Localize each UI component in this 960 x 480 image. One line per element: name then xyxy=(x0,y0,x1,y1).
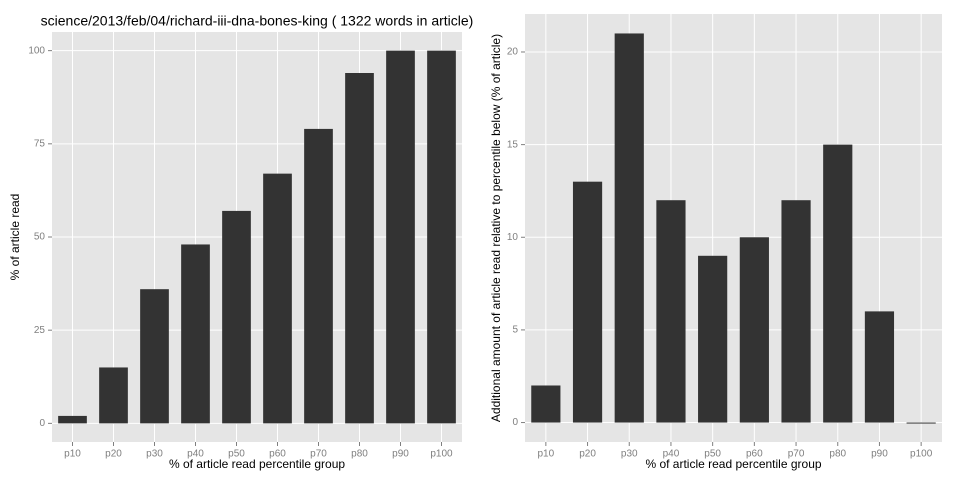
x-tick-label: p90 xyxy=(392,449,409,460)
x-tick-label: p30 xyxy=(621,449,638,460)
x-axis-title: % of article read percentile group xyxy=(169,457,345,471)
x-tick-label: p90 xyxy=(871,449,888,460)
bar xyxy=(58,415,87,424)
x-tick-label: p30 xyxy=(146,449,163,460)
y-axis-title: Additional amount of article read relati… xyxy=(489,34,503,422)
chart-title: science/2013/feb/04/richard-iii-dna-bone… xyxy=(41,13,474,29)
x-tick-label: p40 xyxy=(663,449,680,460)
x-tick-label: p40 xyxy=(187,449,204,460)
x-tick-label: p20 xyxy=(579,449,596,460)
y-tick-label: 100 xyxy=(28,45,45,56)
bar xyxy=(99,367,128,424)
bar xyxy=(222,210,251,424)
bar xyxy=(263,173,292,424)
bar xyxy=(140,289,169,424)
y-tick-label: 15 xyxy=(507,139,519,150)
y-tick-label: 25 xyxy=(34,325,46,336)
y-axis-title: % of article read xyxy=(8,194,22,281)
x-tick-label: p10 xyxy=(64,449,81,460)
bar xyxy=(427,50,456,424)
y-tick-label: 5 xyxy=(512,325,518,336)
x-tick-label: p50 xyxy=(704,449,721,460)
x-tick-label: p70 xyxy=(788,449,805,460)
x-tick-label: p70 xyxy=(310,449,327,460)
bar xyxy=(906,422,936,424)
x-axis-title: % of article read percentile group xyxy=(645,457,821,471)
bar xyxy=(572,181,603,423)
y-tick-label: 50 xyxy=(34,232,46,243)
bar xyxy=(345,73,374,424)
bar xyxy=(739,237,769,423)
x-tick-label: p10 xyxy=(538,449,555,460)
bar xyxy=(781,200,811,423)
x-tick-label: p50 xyxy=(228,449,245,460)
bar xyxy=(386,50,415,424)
x-tick-label: p80 xyxy=(829,449,846,460)
x-tick-label: p20 xyxy=(105,449,122,460)
bar xyxy=(864,311,895,423)
x-tick-label: p80 xyxy=(351,449,368,460)
y-tick-label: 75 xyxy=(34,138,46,149)
bar xyxy=(656,200,686,423)
x-tick-label: p60 xyxy=(269,449,286,460)
bar xyxy=(698,255,728,423)
bar xyxy=(531,385,561,423)
x-tick-label: p60 xyxy=(746,449,763,460)
x-tick-label: p100 xyxy=(910,449,933,460)
y-tick-label: 0 xyxy=(39,418,45,429)
y-tick-label: 20 xyxy=(507,47,519,58)
y-tick-label: 0 xyxy=(512,417,518,428)
bar xyxy=(614,33,644,423)
bar xyxy=(304,128,333,424)
y-tick-label: 10 xyxy=(507,232,519,243)
bar xyxy=(823,144,853,423)
x-tick-label: p100 xyxy=(430,449,453,460)
bar xyxy=(181,244,210,424)
